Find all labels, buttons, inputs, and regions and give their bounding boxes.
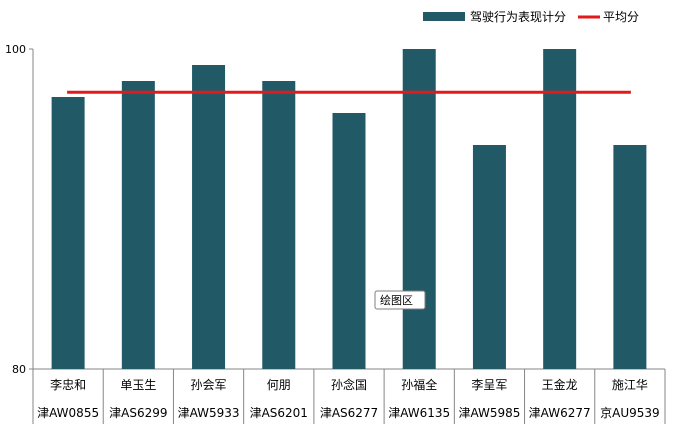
x-category-label: 李呈军 xyxy=(471,377,507,392)
y-tick-label: 100 xyxy=(5,43,26,56)
x-subcategory-label: 津AS6277 xyxy=(320,406,378,420)
y-ticks-group: 80 100 xyxy=(5,43,33,376)
x-subcategory-label: 津AW6135 xyxy=(388,406,450,420)
bar xyxy=(613,145,647,369)
bar xyxy=(402,49,436,369)
x-category-label: 李忠和 xyxy=(50,377,86,392)
bar xyxy=(262,81,296,369)
x-category-label: 王金龙 xyxy=(542,377,578,392)
tooltip-box xyxy=(374,290,426,310)
x-category-label: 何朋 xyxy=(267,378,291,392)
x-category-label: 孙福全 xyxy=(401,377,437,392)
x-subcategory-label: 京AU9539 xyxy=(600,406,660,420)
x-category-label: 施江华 xyxy=(612,378,648,392)
plot-area-tooltip: 绘图区 xyxy=(374,290,426,310)
x-category-label: 孙念国 xyxy=(331,377,367,392)
bar xyxy=(192,65,226,369)
x-category-label: 孙会军 xyxy=(191,378,227,392)
bar xyxy=(472,145,506,369)
bar xyxy=(332,113,366,369)
x-subcategory-label: 津AW5933 xyxy=(178,406,240,420)
legend-label-bar: 驾驶行为表现计分 xyxy=(470,9,566,24)
bar xyxy=(51,97,85,369)
x-subcategory-label: 津AW0855 xyxy=(37,406,99,420)
x-subcategory-label: 津AW5985 xyxy=(458,406,520,420)
x-subcategory-label: 津AW6277 xyxy=(529,406,591,420)
tooltip-text: 绘图区 xyxy=(380,293,413,307)
y-tick-label: 80 xyxy=(12,363,26,376)
x-subcategory-label: 津AS6299 xyxy=(109,406,167,420)
x-category-label: 单玉生 xyxy=(120,378,156,392)
legend-swatch-bar xyxy=(423,12,465,21)
legend: 驾驶行为表现计分 平均分 xyxy=(423,9,639,24)
bar xyxy=(543,49,577,369)
legend-label-average: 平均分 xyxy=(603,10,639,24)
bars-group xyxy=(51,49,647,369)
bar xyxy=(121,81,155,369)
x-subcategory-label: 津AS6201 xyxy=(250,406,308,420)
